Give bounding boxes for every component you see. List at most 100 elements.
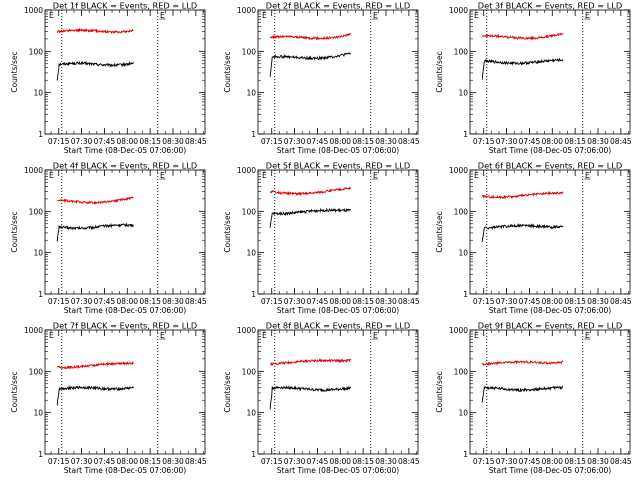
start-marker-label: E — [49, 331, 54, 340]
x-tick-label: 08:00 — [116, 457, 138, 466]
y-tick-label: 10 — [246, 89, 256, 98]
y-tick-label: 100 — [29, 207, 44, 216]
x-tick-label: 07:30 — [284, 297, 306, 306]
y-tick-label: 1000 — [24, 326, 43, 335]
x-tick-label: 08:30 — [375, 457, 397, 466]
y-tick-label: 10 — [246, 409, 256, 418]
x-tick-label: 08:45 — [185, 137, 207, 146]
detector-panel-1: Det 1f BLACK = Events, RED = LLD 1 10 100 10… — [10, 1, 207, 156]
x-tick-label: 08:45 — [398, 457, 420, 466]
x-axis-label: Start Time (08-Dec-05 07:06:00) — [277, 306, 399, 315]
lld-series-line — [270, 358, 352, 367]
y-tick-label: 1000 — [237, 166, 256, 175]
x-tick-label: 08:30 — [375, 137, 397, 146]
lld-series-line — [269, 32, 351, 41]
x-tick-label: 08:45 — [185, 457, 207, 466]
x-tick-label: 08:30 — [375, 297, 397, 306]
y-tick-label: 100 — [242, 47, 257, 56]
y-tick-label: 1000 — [237, 326, 256, 335]
panel-title: Det 2f BLACK = Events, RED = LLD — [266, 1, 410, 11]
y-tick-label: 100 — [454, 207, 469, 216]
y-axis-label: Counts/sec — [435, 371, 444, 412]
x-axis-label: Start Time (08-Dec-05 07:06:00) — [64, 466, 186, 475]
detector-panel-4: Det 4f BLACK = Events, RED = LLD 1 10 100 10… — [10, 161, 207, 316]
x-tick-label: 08:30 — [587, 297, 609, 306]
start-marker-label: E — [474, 171, 479, 180]
start-marker-label: E — [474, 331, 479, 340]
panel-title: Det 9f BLACK = Events, RED = LLD — [478, 321, 622, 331]
lld-series-line — [57, 196, 134, 206]
x-tick-label: 08:15 — [564, 137, 586, 146]
x-tick-label: 07:15 — [48, 137, 70, 146]
x-axis-label: Start Time (08-Dec-05 07:06:00) — [64, 306, 186, 315]
detector-panel-7: Det 7f BLACK = Events, RED = LLD 1 10 100 10… — [10, 321, 207, 476]
detector-panel-5: Det 5f BLACK = Events, RED = LLD 1 10 100 10… — [223, 161, 420, 316]
y-axis-label: Counts/sec — [435, 51, 444, 92]
x-tick-label: 08:30 — [162, 137, 184, 146]
y-tick-label: 10 — [33, 249, 43, 258]
plot-frame — [44, 169, 206, 295]
y-tick-label: 100 — [242, 367, 257, 376]
y-tick-label: 1000 — [237, 6, 256, 15]
y-tick-label: 1 — [251, 130, 256, 139]
y-tick-label: 1 — [38, 290, 43, 299]
x-tick-label: 07:45 — [94, 137, 116, 146]
x-axis-label: Start Time (08-Dec-05 07:06:00) — [277, 466, 399, 475]
x-tick-label: 08:30 — [587, 137, 609, 146]
x-tick-label: 07:15 — [261, 297, 283, 306]
x-tick-label: 07:15 — [48, 457, 70, 466]
event-marker-label: E — [373, 171, 378, 180]
event-marker-label: E — [585, 331, 590, 340]
events-series-line — [56, 385, 134, 406]
x-tick-label: 08:15 — [352, 457, 374, 466]
plot-frame — [469, 169, 631, 295]
y-tick-label: 1000 — [24, 166, 43, 175]
events-series-line — [56, 222, 134, 242]
x-tick-label: 08:30 — [162, 457, 184, 466]
event-marker-label: E — [160, 331, 165, 340]
y-axis-label: Counts/sec — [223, 51, 232, 92]
x-tick-label: 08:45 — [610, 137, 632, 146]
events-series-line — [481, 222, 564, 243]
detector-panel-3: Det 3f BLACK = Events, RED = LLD 1 10 100 10… — [435, 1, 632, 156]
start-marker-label: E — [262, 11, 267, 20]
start-marker-label: E — [474, 11, 479, 20]
lld-series-line — [481, 191, 564, 200]
detector-panel-8: Det 8f BLACK = Events, RED = LLD 1 10 100 10… — [223, 321, 420, 476]
x-tick-label: 08:15 — [352, 297, 374, 306]
event-marker-label: E — [373, 331, 378, 340]
panel-title: Det 3f BLACK = Events, RED = LLD — [478, 1, 622, 11]
x-tick-label: 08:15 — [564, 457, 586, 466]
lld-series-line — [56, 27, 134, 34]
x-axis-label: Start Time (08-Dec-05 07:06:00) — [64, 146, 186, 155]
panel-title: Det 5f BLACK = Events, RED = LLD — [266, 161, 410, 171]
event-marker-label: E — [585, 171, 590, 180]
y-axis-label: Counts/sec — [10, 211, 19, 252]
x-tick-label: 08:00 — [329, 297, 351, 306]
x-tick-label: 08:45 — [398, 297, 420, 306]
y-tick-label: 1 — [463, 290, 468, 299]
events-series-line — [481, 385, 564, 403]
y-tick-label: 10 — [33, 409, 43, 418]
x-tick-label: 08:15 — [352, 137, 374, 146]
plot-frame — [469, 329, 631, 455]
start-marker-label: E — [262, 331, 267, 340]
x-tick-label: 08:00 — [116, 297, 138, 306]
x-tick-label: 07:45 — [519, 297, 541, 306]
x-tick-label: 08:00 — [116, 137, 138, 146]
x-tick-label: 07:30 — [496, 457, 518, 466]
events-series-line — [56, 60, 134, 81]
x-tick-label: 07:30 — [284, 457, 306, 466]
plot-frame — [469, 9, 631, 135]
plot-frame — [44, 329, 206, 455]
panel-title: Det 8f BLACK = Events, RED = LLD — [266, 321, 410, 331]
plot-frame — [257, 169, 419, 295]
x-tick-label: 08:30 — [587, 457, 609, 466]
plot-frame — [257, 9, 419, 135]
x-tick-label: 07:30 — [71, 137, 93, 146]
y-axis-label: Counts/sec — [223, 371, 232, 412]
y-tick-label: 1 — [251, 290, 256, 299]
x-tick-label: 07:45 — [307, 457, 329, 466]
x-tick-label: 08:15 — [139, 457, 161, 466]
y-axis-label: Counts/sec — [10, 371, 19, 412]
